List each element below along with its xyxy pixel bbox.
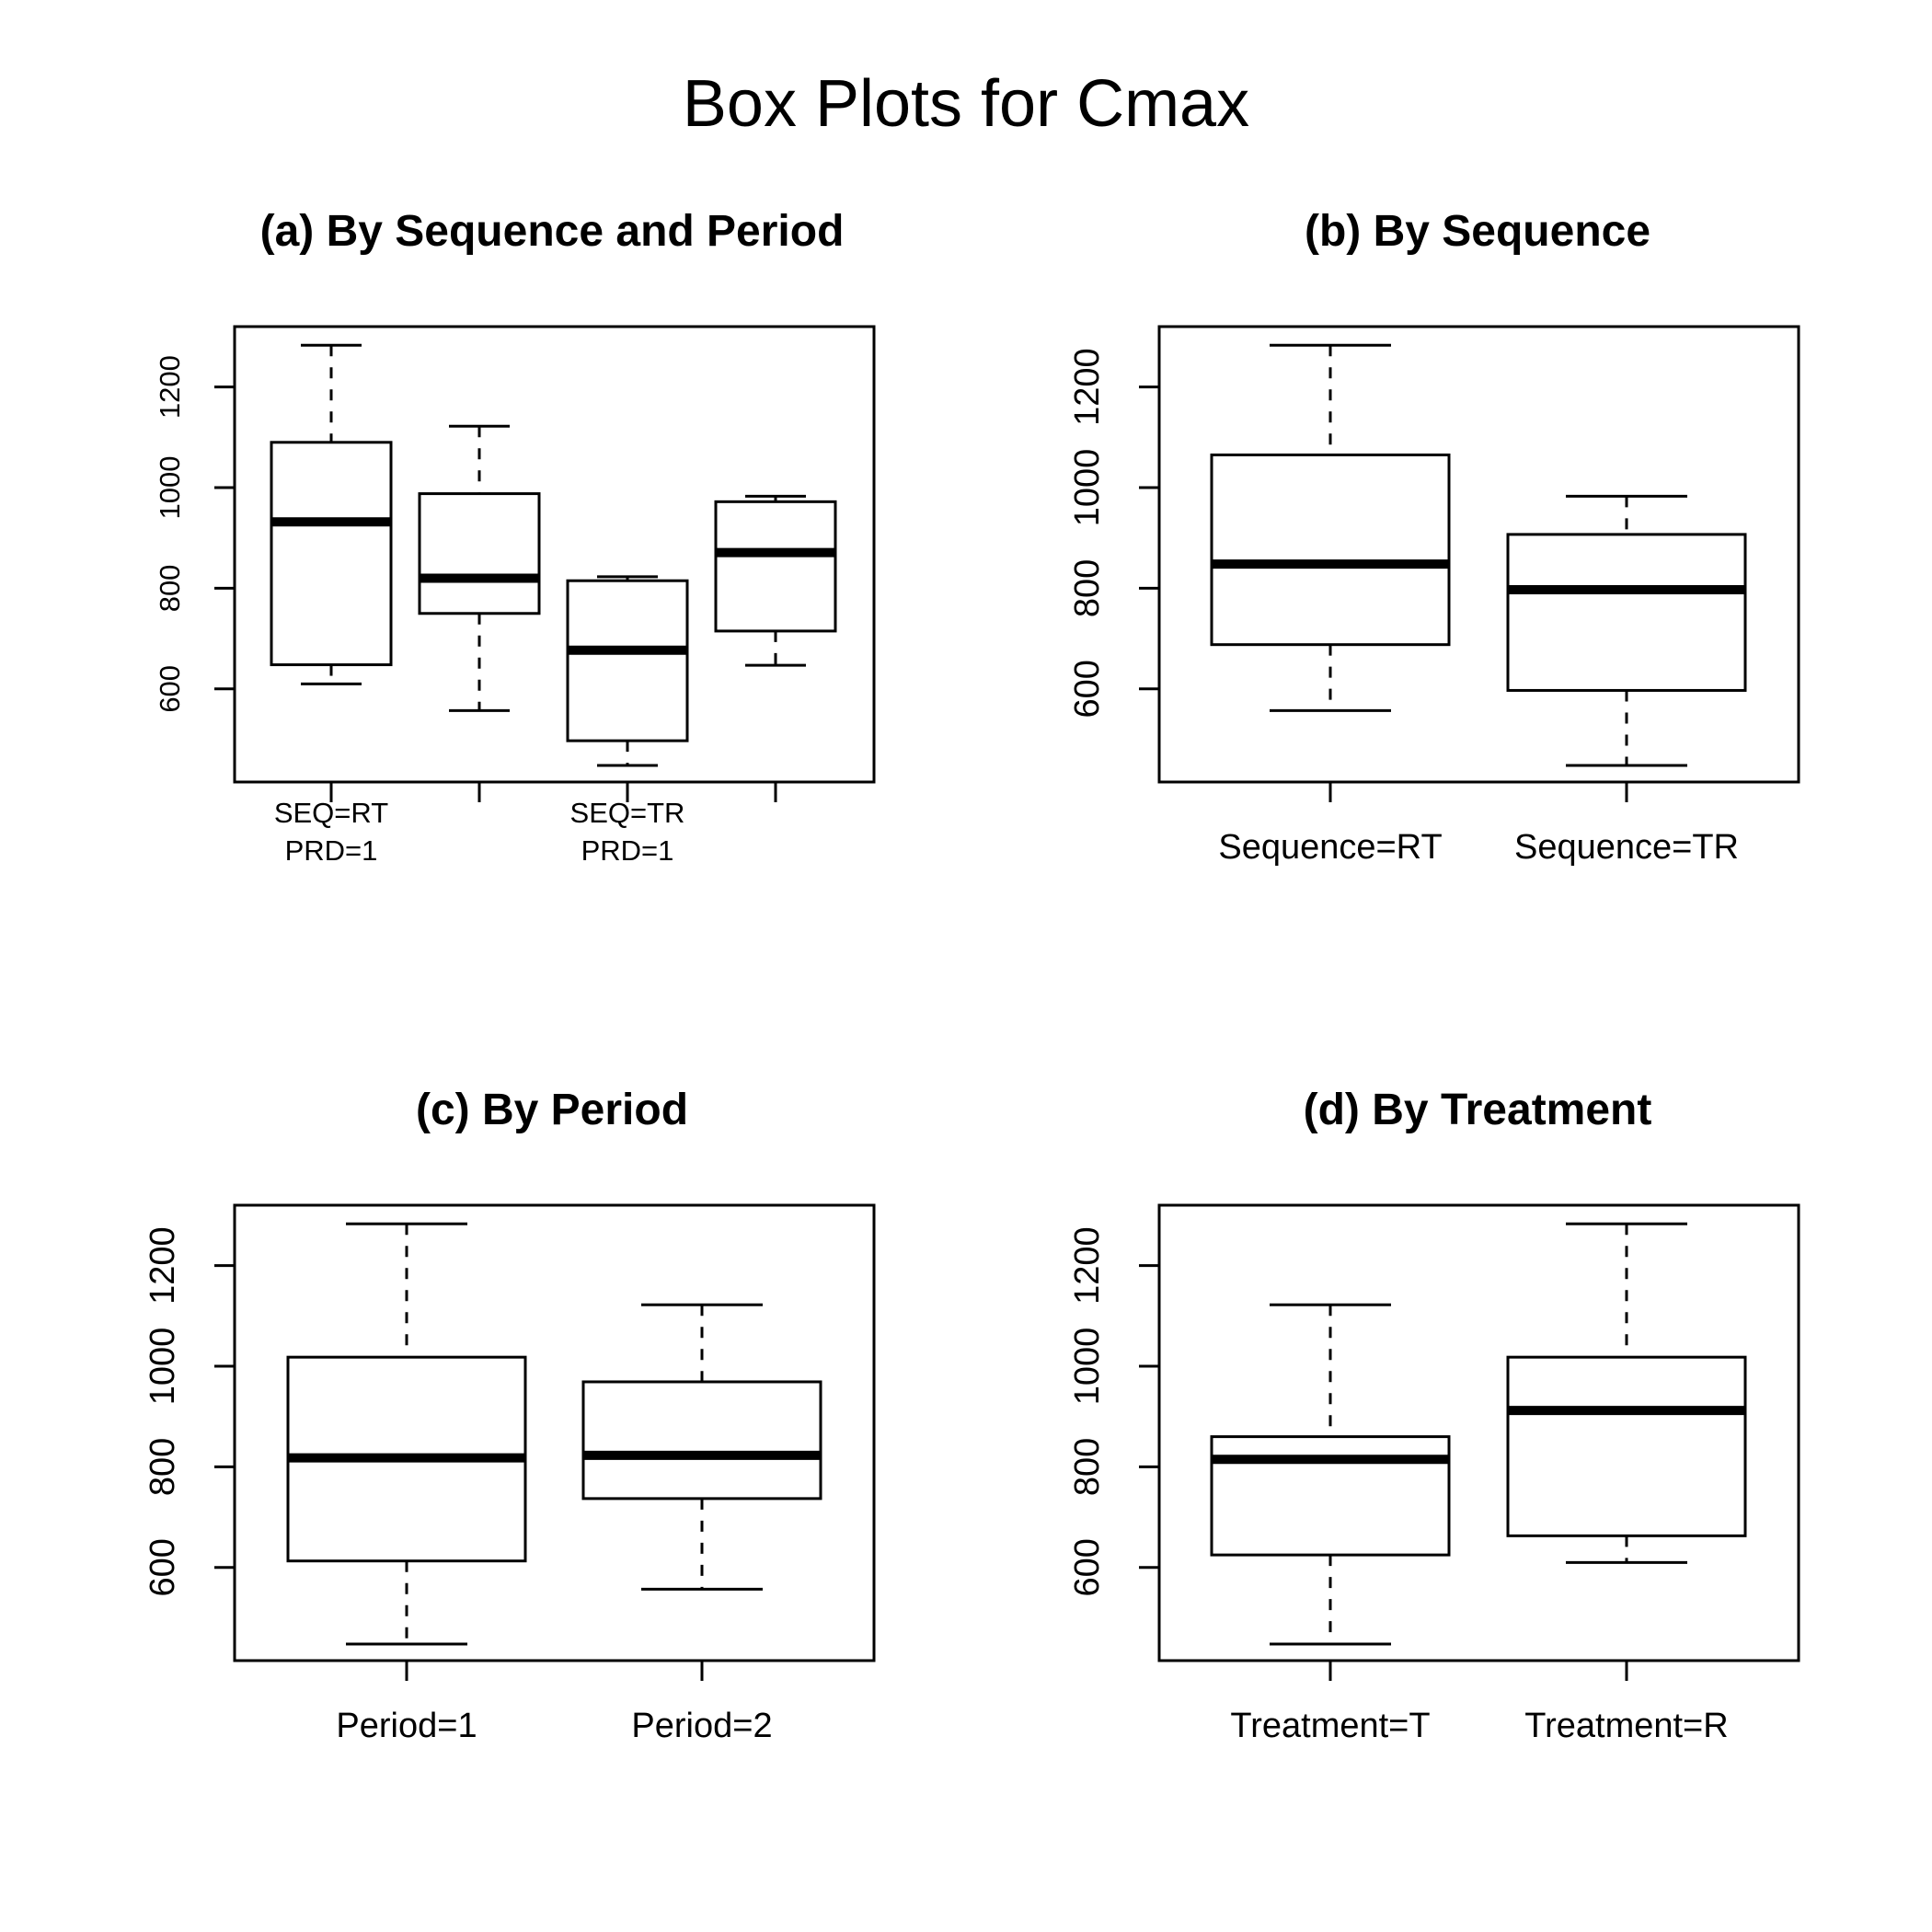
iqr-box [1506, 533, 1747, 692]
y-tick-label: 600 [154, 665, 186, 713]
box-group: Sequence=TR [1506, 494, 1747, 867]
category-label-line: Period=1 [336, 1707, 477, 1745]
box-group: Sequence=RT [1210, 343, 1451, 867]
category-label-line: Treatment=T [1230, 1707, 1430, 1745]
category-label: Period=1 [336, 1707, 477, 1745]
iqr-box [566, 579, 689, 742]
box-group: Treatment=R [1506, 1222, 1747, 1745]
y-tick-label: 800 [1068, 1438, 1107, 1496]
y-tick-label: 1000 [1068, 449, 1107, 527]
y-tick-label: 1200 [144, 1226, 182, 1305]
plot-frame [233, 325, 876, 784]
box-group: Period=2 [581, 1303, 822, 1745]
y-tick-label: 1000 [144, 1328, 182, 1406]
figure-title: Box Plots for Cmax [683, 67, 1249, 141]
box-group [418, 424, 541, 802]
y-tick-label: 1200 [1068, 348, 1107, 426]
category-label: Treatment=R [1524, 1707, 1728, 1745]
category-label: SEQ=TR PRD=1 [570, 797, 685, 867]
category-label: Sequence=RT [1218, 828, 1442, 867]
iqr-box [1210, 1435, 1451, 1557]
category-label: Sequence=TR [1514, 828, 1739, 867]
box-group: Period=1 [286, 1222, 527, 1745]
panel-title: (c) By Period [416, 1086, 688, 1134]
y-tick-label: 600 [1068, 660, 1107, 718]
box-group [714, 494, 837, 802]
category-label-line: SEQ=TR [570, 797, 685, 829]
iqr-box [270, 441, 393, 667]
category-label-line: PRD=1 [285, 834, 378, 867]
panel-0: (a) By Sequence and Period 600 800 1000 1200… [154, 207, 876, 867]
plot-frame [233, 1203, 876, 1662]
panel-2: (c) By Period 600 800 1000 1200 Period=1 Perio… [144, 1086, 876, 1745]
box-group: SEQ=TR PRD=1 [566, 575, 689, 867]
iqr-box [1506, 1355, 1747, 1537]
box-group: SEQ=RT PRD=1 [270, 343, 393, 867]
category-label: Period=2 [631, 1707, 772, 1745]
y-tick-label: 800 [1068, 559, 1107, 617]
category-label-line: Sequence=TR [1514, 828, 1739, 867]
panel-1: (b) By Sequence 600 800 1000 1200 Sequence=RT… [1068, 207, 1800, 867]
category-label-line: SEQ=RT [274, 797, 388, 829]
iqr-box [714, 500, 837, 633]
panel-title: (d) By Treatment [1304, 1086, 1652, 1134]
category-label-line: PRD=1 [581, 834, 674, 867]
y-tick-label: 1000 [1068, 1328, 1107, 1406]
plot-frame [1157, 325, 1800, 784]
panel-3: (d) By Treatment 600 800 1000 1200 Treatment=… [1068, 1086, 1800, 1745]
box-group: Treatment=T [1210, 1303, 1451, 1745]
y-tick-label: 600 [1068, 1538, 1107, 1596]
panel-title: (a) By Sequence and Period [260, 207, 845, 256]
y-tick-label: 1000 [154, 456, 186, 520]
iqr-box [581, 1380, 822, 1501]
y-tick-label: 800 [154, 565, 186, 613]
category-label-line: Treatment=R [1524, 1707, 1728, 1745]
category-label: SEQ=RT PRD=1 [274, 797, 388, 867]
category-label-line: Period=2 [631, 1707, 772, 1745]
iqr-box [1210, 453, 1451, 647]
plot-frame [1157, 1203, 1800, 1662]
y-tick-label: 800 [144, 1438, 182, 1496]
category-label: Treatment=T [1230, 1707, 1430, 1745]
y-tick-label: 1200 [154, 355, 186, 419]
panel-title: (b) By Sequence [1305, 207, 1650, 256]
category-label-line: Sequence=RT [1218, 828, 1442, 867]
y-tick-label: 600 [144, 1538, 182, 1596]
iqr-box [418, 492, 541, 615]
y-tick-label: 1200 [1068, 1226, 1107, 1305]
